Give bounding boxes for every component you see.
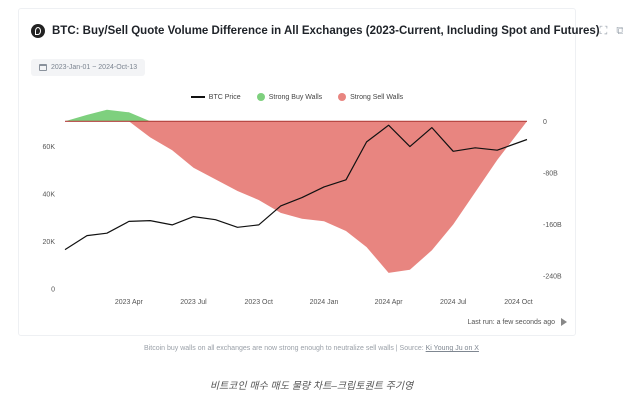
left-axis-tick: 60K (43, 144, 56, 151)
chart-title: BTC: Buy/Sell Quote Volume Difference in… (52, 25, 600, 37)
x-axis-tick: 2023 Jul (180, 299, 207, 306)
date-range-label: 2023-Jan-01 ~ 2024-Oct-13 (51, 64, 138, 71)
x-axis-tick: 2023 Oct (245, 299, 273, 306)
expand-icon[interactable]: ⛶ (599, 24, 608, 37)
x-axis-tick: 2023 Apr (115, 299, 144, 306)
last-run-text: Last run: a few seconds ago (467, 318, 555, 326)
run-icon[interactable] (561, 318, 567, 326)
date-range-picker[interactable]: 2023-Jan-01 ~ 2024-Oct-13 (31, 59, 146, 76)
last-run-status: Last run: a few seconds ago (467, 318, 567, 326)
korean-caption: 비트코인 매수 매도 물량 차트–크립토퀀트 주기영 (209, 381, 414, 392)
x-axis-tick: 2024 Jul (440, 299, 467, 306)
x-axis-tick: 2024 Jan (310, 299, 339, 306)
x-axis-tick: 2024 Oct (504, 299, 532, 306)
cryptoquant-logo-icon (31, 24, 45, 38)
legend-swatch-sell (338, 93, 347, 101)
right-axis-tick: 0 (543, 119, 547, 126)
right-axis-tick: -80B (543, 170, 558, 177)
btc-price-line (64, 124, 528, 251)
header-actions: ⛶ ⧉ ⋮ (600, 25, 623, 38)
x-axis-tick: 2024 Apr (375, 299, 404, 306)
chart-card: BTC: Buy/Sell Quote Volume Difference in… (18, 8, 623, 336)
right-axis-tick: -160B (543, 222, 562, 229)
chart-legend: BTC Price Strong Buy Walls Strong Sell W… (19, 93, 575, 101)
caption-text: Bitcoin buy walls on all exchanges are n… (144, 345, 426, 352)
left-axis-tick: 20K (43, 239, 56, 246)
legend-label-price: BTC Price (208, 93, 241, 101)
caption-source-link[interactable]: Ki Young Ju on X (425, 345, 479, 352)
external-link-icon[interactable]: ⧉ (616, 24, 623, 37)
legend-item-sell[interactable]: Strong Sell Walls (338, 93, 403, 101)
left-axis-tick: 40K (43, 192, 56, 199)
image-caption: Bitcoin buy walls on all exchanges are n… (0, 345, 623, 352)
sell-walls-area (65, 121, 527, 273)
legend-item-buy[interactable]: Strong Buy Walls (256, 93, 323, 101)
legend-swatch-price (190, 96, 205, 98)
calendar-icon (39, 64, 47, 71)
right-axis-tick: -240B (543, 274, 562, 281)
legend-swatch-buy (256, 93, 265, 101)
buy-walls-area (65, 109, 527, 122)
chart-plot: CryptoQuant020K40K60K0-80B-160B-240B2023… (43, 109, 562, 306)
left-axis-tick: 0 (51, 287, 55, 294)
chart-header: BTC: Buy/Sell Quote Volume Difference in… (31, 21, 623, 41)
legend-label-buy: Strong Buy Walls (268, 93, 323, 101)
legend-label-sell: Strong Sell Walls (350, 93, 404, 101)
legend-item-price[interactable]: BTC Price (190, 93, 241, 101)
